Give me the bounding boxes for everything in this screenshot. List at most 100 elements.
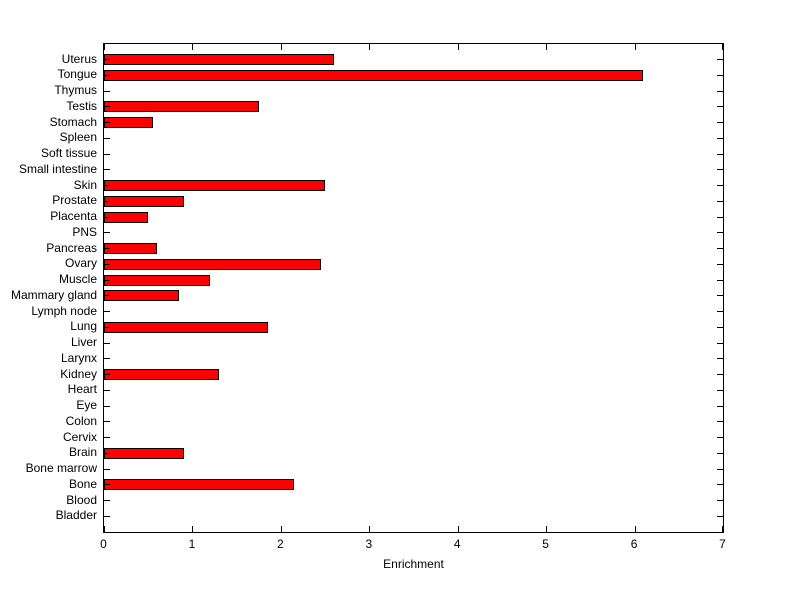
y-label-stomach: Stomach [49, 114, 97, 129]
y-tick-right-prostate [717, 200, 723, 202]
y-label-muscle: Muscle [58, 272, 97, 287]
y-label-ovary: Ovary [64, 256, 97, 271]
x-tick-bottom-4 [457, 526, 459, 532]
y-label-brain: Brain [68, 445, 97, 460]
y-tick-left-soft-tissue [104, 153, 110, 155]
y-tick-right-pancreas [717, 248, 723, 250]
x-tick-label-7: 7 [719, 537, 726, 551]
y-axis-labels: Uterus Tongue Thymus Testis Stomach Spleen Sof… [0, 43, 100, 533]
bar-ovary [104, 258, 321, 270]
y-tick-right-brain [717, 452, 723, 454]
y-tick-left-larynx [104, 358, 110, 360]
x-tick-bottom-0 [104, 526, 105, 532]
y-tick-left-tongue [104, 74, 110, 76]
y-tick-left-cervix [104, 437, 110, 439]
y-tick-left-spleen [104, 137, 110, 139]
y-tick-right-lung [717, 326, 723, 328]
bar-testis [104, 101, 259, 113]
y-tick-right-bone [717, 484, 723, 486]
y-tick-left-muscle [104, 279, 110, 281]
y-tick-left-eye [104, 405, 110, 407]
y-tick-right-stomach [717, 122, 723, 124]
y-tick-left-blood [104, 500, 110, 502]
y-tick-left-liver [104, 342, 110, 344]
y-tick-left-kidney [104, 374, 110, 376]
plot-area [103, 43, 724, 533]
y-label-kidney: Kidney [60, 366, 97, 381]
bar-kidney [104, 369, 219, 381]
x-tick-label-4: 4 [453, 537, 461, 551]
bar-muscle [104, 274, 211, 286]
y-tick-right-tongue [717, 74, 723, 76]
y-label-spleen: Spleen [59, 130, 97, 145]
y-tick-right-colon [717, 421, 723, 423]
y-label-placenta: Placenta [50, 209, 97, 224]
y-label-pancreas: Pancreas [46, 240, 97, 255]
y-label-uterus: Uterus [61, 51, 97, 66]
x-tick-bottom-5 [546, 526, 548, 532]
y-tick-right-pns [717, 232, 723, 234]
y-tick-right-liver [717, 342, 723, 344]
y-tick-left-bladder [104, 515, 110, 517]
y-tick-left-brain [104, 452, 110, 454]
x-tick-bottom-2 [280, 526, 282, 532]
y-tick-left-pns [104, 232, 110, 234]
y-tick-left-pancreas [104, 248, 110, 250]
x-tick-top-1 [192, 44, 194, 50]
y-tick-right-heart [717, 389, 723, 391]
y-label-tongue: Tongue [57, 67, 97, 82]
y-tick-left-mammary-gland [104, 295, 110, 297]
y-tick-right-testis [717, 106, 723, 108]
x-tick-label-0: 0 [100, 537, 107, 551]
y-tick-left-skin [104, 185, 110, 187]
y-tick-left-colon [104, 421, 110, 423]
y-label-blood: Blood [66, 492, 97, 507]
y-tick-right-bone-marrow [717, 468, 723, 470]
y-tick-left-heart [104, 389, 110, 391]
y-tick-left-ovary [104, 263, 110, 265]
y-label-colon: Colon [65, 413, 97, 428]
y-tick-left-bone-marrow [104, 468, 110, 470]
x-tick-top-4 [457, 44, 459, 50]
x-tick-label-3: 3 [365, 537, 373, 551]
y-label-eye: Eye [76, 398, 97, 413]
y-label-testis: Testis [66, 98, 97, 113]
x-axis-title: Enrichment [383, 557, 444, 571]
x-tick-bottom-1 [192, 526, 194, 532]
x-tick-bottom-3 [369, 526, 371, 532]
x-tick-top-0 [104, 44, 105, 50]
y-tick-right-blood [717, 500, 723, 502]
bar-pancreas [104, 243, 158, 255]
bar-lung [104, 321, 268, 333]
y-label-small-intestine: Small intestine [18, 161, 97, 176]
y-tick-right-cervix [717, 437, 723, 439]
bar-placenta [104, 211, 149, 223]
y-label-skin: Skin [73, 177, 97, 192]
x-tick-label-2: 2 [277, 537, 284, 551]
y-tick-right-ovary [717, 263, 723, 265]
y-label-bladder: Bladder [55, 508, 97, 523]
bar-skin [104, 180, 326, 192]
y-tick-left-lymph-node [104, 311, 110, 313]
y-tick-right-skin [717, 185, 723, 187]
bar-stomach [104, 117, 153, 129]
y-tick-right-eye [717, 405, 723, 407]
y-tick-left-testis [104, 106, 110, 108]
bar-mammary-gland [104, 290, 180, 302]
y-tick-left-bone [104, 484, 110, 486]
y-tick-left-uterus [104, 59, 110, 61]
x-tick-bottom-6 [634, 526, 636, 532]
x-tick-label-6: 6 [630, 537, 638, 551]
y-tick-right-lymph-node [717, 311, 723, 313]
bar-tongue [104, 69, 644, 81]
x-tick-bottom-7 [722, 526, 723, 532]
y-label-mammary-gland: Mammary gland [10, 287, 97, 302]
y-tick-left-lung [104, 326, 110, 328]
bar-bone [104, 479, 295, 491]
x-tick-label-1: 1 [188, 537, 196, 551]
x-tick-label-5: 5 [542, 537, 549, 551]
y-tick-right-uterus [717, 59, 723, 61]
bar-brain [104, 447, 184, 459]
y-label-pns: PNS [72, 224, 97, 239]
y-tick-right-kidney [717, 374, 723, 376]
